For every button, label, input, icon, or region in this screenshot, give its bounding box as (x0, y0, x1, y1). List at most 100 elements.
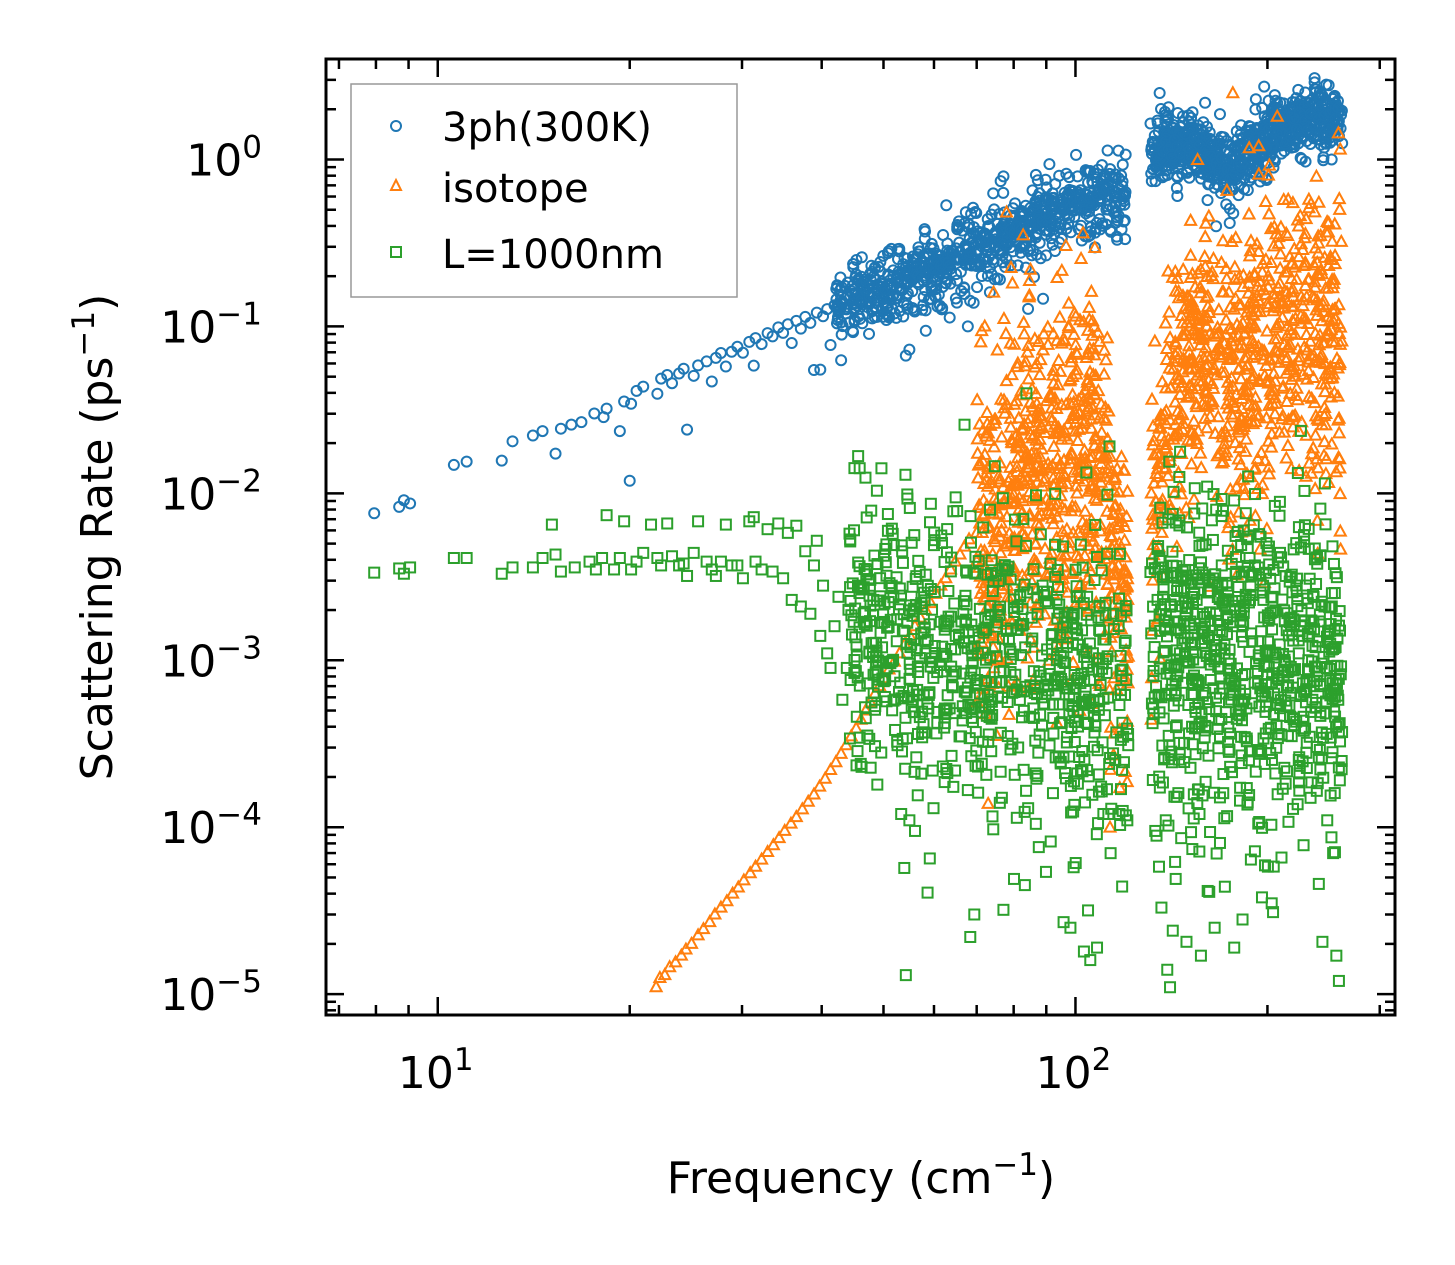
data-point-square-marker (1229, 567, 1242, 580)
data-point-circle-marker (1047, 223, 1060, 236)
data-point-square-marker (1244, 853, 1257, 866)
data-point-square-marker (1316, 935, 1329, 948)
data-point-triangle-marker (1082, 299, 1097, 313)
data-point-triangle-marker (1042, 505, 1057, 519)
data-point-triangle-marker (970, 445, 985, 459)
data-point-square-marker (1051, 581, 1064, 594)
data-point-circle-marker (460, 455, 473, 468)
data-point-square-marker (1025, 611, 1038, 624)
data-point-triangle-marker (992, 474, 1007, 488)
data-point-square-marker (1153, 706, 1166, 719)
data-point-square-marker (960, 686, 973, 699)
data-point-circle-marker (906, 302, 919, 315)
data-point-square-marker (1210, 607, 1223, 620)
data-point-square-marker (1049, 751, 1062, 764)
data-point-square-marker (1259, 859, 1272, 872)
data-point-square-marker (1076, 561, 1089, 574)
data-point-circle-marker (1057, 204, 1070, 217)
data-point-square-marker (1020, 784, 1033, 797)
data-point-square-marker (1017, 618, 1030, 631)
data-point-triangle-marker (1245, 370, 1261, 385)
data-point-square-marker (863, 647, 876, 660)
data-point-triangle-marker (1317, 249, 1332, 263)
data-point-circle-marker (1332, 101, 1345, 114)
data-point-triangle-marker (1198, 359, 1214, 373)
data-point-square-marker (1081, 590, 1094, 603)
data-point-triangle-marker (1007, 542, 1022, 556)
data-point-square-marker (794, 600, 807, 613)
data-point-circle-marker (869, 301, 882, 314)
data-point-square-marker (1285, 730, 1298, 743)
data-point-square-marker (1311, 551, 1324, 564)
data-point-square-marker (891, 739, 904, 752)
data-point-circle-marker (936, 280, 949, 293)
data-point-triangle-marker (1091, 382, 1106, 397)
data-point-triangle-marker (1241, 285, 1256, 299)
data-point-square-marker (1310, 784, 1323, 797)
data-point-triangle-marker (1179, 500, 1194, 514)
data-point-circle-marker (1110, 211, 1123, 224)
data-point-triangle-marker (1278, 365, 1294, 379)
data-point-triangle-marker (1298, 278, 1313, 292)
data-point-triangle-marker (1085, 327, 1100, 341)
data-point-triangle-marker (1161, 431, 1176, 445)
data-point-square-marker (922, 702, 935, 715)
data-point-square-marker (1178, 756, 1191, 769)
data-point-circle-marker (1115, 169, 1128, 182)
data-point-triangle-marker (806, 786, 822, 800)
data-point-square-marker (832, 590, 845, 603)
data-point-square-marker (988, 460, 1001, 473)
data-point-square-marker (863, 732, 876, 745)
data-point-square-marker (1089, 518, 1102, 531)
data-point-square-marker (1314, 678, 1327, 691)
data-point-circle-marker (766, 330, 779, 343)
data-point-circle-marker (807, 364, 820, 377)
data-point-triangle-marker (1197, 410, 1213, 424)
data-point-triangle-marker (1310, 254, 1325, 268)
data-point-square-marker (1320, 727, 1333, 740)
data-point-triangle-marker (1172, 371, 1188, 385)
data-point-triangle-marker (996, 538, 1012, 552)
data-point-square-marker (1182, 698, 1195, 711)
data-point-triangle-marker (1065, 368, 1080, 382)
data-point-triangle-marker (771, 830, 787, 844)
data-point-square-marker (1034, 528, 1047, 541)
data-point-square-marker (1041, 680, 1054, 693)
data-point-square-marker (931, 666, 944, 679)
data-point-triangle-marker (1306, 369, 1321, 383)
data-point-square-marker (807, 559, 820, 572)
data-point-triangle-marker (1158, 415, 1174, 429)
data-point-square-marker (1032, 841, 1045, 854)
data-point-triangle-marker (1307, 395, 1322, 409)
data-point-square-marker (1255, 891, 1268, 904)
data-point-square-marker (1248, 676, 1261, 689)
data-point-circle-marker (1060, 167, 1073, 180)
data-point-triangle-marker (696, 921, 711, 935)
data-point-circle-marker (651, 387, 664, 400)
data-point-square-marker (863, 573, 876, 586)
data-point-square-marker (1294, 688, 1307, 701)
data-point-square-marker (1101, 488, 1114, 501)
data-point-square-marker (975, 757, 988, 770)
data-point-square-marker (1207, 682, 1220, 695)
data-point-triangle-marker (1264, 439, 1279, 453)
data-point-triangle-marker (1219, 271, 1234, 285)
data-point-triangle-marker (1087, 318, 1102, 332)
data-point-triangle-marker (1092, 440, 1107, 454)
data-point-triangle-marker (1108, 567, 1124, 581)
data-point-triangle-marker (1102, 819, 1118, 833)
data-point-circle-marker (994, 175, 1007, 188)
data-point-circle-marker (1265, 140, 1278, 153)
data-point-square-marker (1116, 663, 1129, 676)
data-point-circle-marker (964, 294, 977, 307)
data-point-square-marker (1332, 761, 1345, 774)
data-point-triangle-marker (1250, 451, 1265, 465)
data-point-square-marker (1251, 744, 1264, 757)
data-point-triangle-marker (993, 391, 1009, 405)
data-point-triangle-marker (1187, 279, 1203, 293)
data-point-triangle-marker (1204, 396, 1220, 410)
data-point-triangle-marker (1255, 264, 1270, 278)
data-point-triangle-marker (1018, 354, 1033, 368)
data-point-square-marker (1078, 650, 1091, 663)
data-point-square-marker (869, 700, 882, 713)
